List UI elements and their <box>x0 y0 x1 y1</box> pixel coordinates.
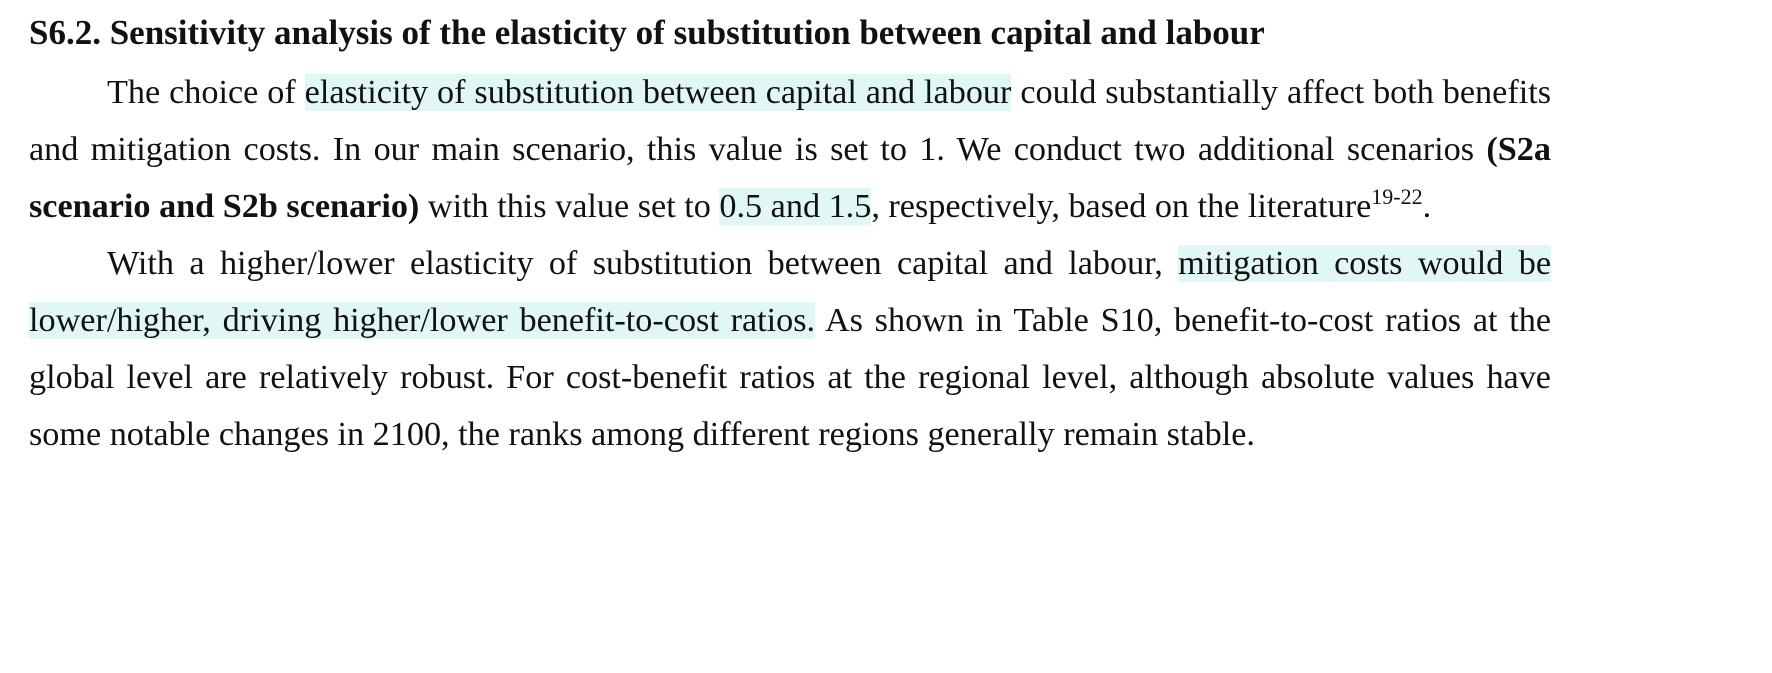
paragraph-1-text-1: The choice of <box>107 74 305 111</box>
paragraph-1: The choice of elasticity of substitution… <box>29 64 1551 235</box>
document-page: S6.2. Sensitivity analysis of the elasti… <box>29 6 1551 463</box>
scenario-names: (S2a scenario and S2b scenario) <box>29 131 1551 225</box>
paragraph-2-text-2: As shown in Table S10, benefit-to-cost r… <box>29 302 1552 453</box>
paragraph-2: With a higher/lower elasticity of substi… <box>29 235 1551 463</box>
highlight-elasticity-term: elasticity of substitution between capit… <box>304 74 1012 111</box>
paragraph-2-text-1: With a higher/lower elasticity of substi… <box>107 245 1179 282</box>
section-heading: S6.2. Sensitivity analysis of the elasti… <box>29 13 1265 52</box>
paragraph-1-text-5: . <box>1422 188 1432 225</box>
citation-superscript: 19-22 <box>1371 184 1423 209</box>
highlight-values: 0.5 and 1.5 <box>719 188 872 225</box>
paragraph-1-text-2: could substantially affect both benefits… <box>29 74 1552 168</box>
paragraph-1-text-3: with this value set to <box>419 188 720 225</box>
paragraph-1-text-4: , respectively, based on the literature <box>871 188 1372 225</box>
